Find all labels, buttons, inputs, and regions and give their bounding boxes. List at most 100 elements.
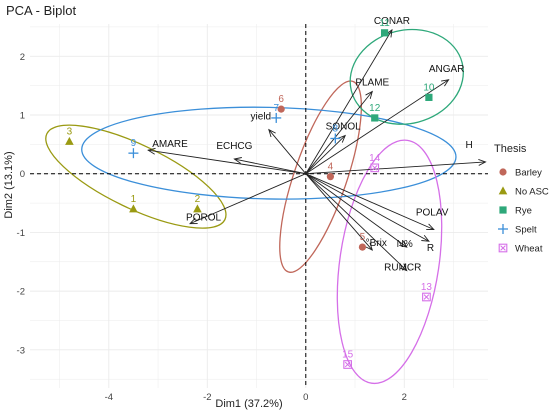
variable-label: H: [466, 140, 473, 151]
arrow-porol: POROL: [186, 173, 306, 225]
x-tick-label: -4: [105, 392, 113, 403]
point-label: 15: [342, 350, 354, 361]
legend-label: Wheat: [515, 244, 543, 255]
confidence-ellipses: [45, 28, 464, 385]
y-tick-label: 0: [20, 169, 25, 180]
arrow-h: H: [305, 140, 487, 175]
variable-label: yield: [251, 112, 272, 123]
variable-label: RUMCR: [384, 263, 421, 274]
x-tick-label: -2: [203, 392, 211, 403]
legend-key-boxed-x: [498, 243, 508, 253]
grid: [30, 24, 488, 388]
legend-item-spelt: Spelt: [498, 224, 537, 236]
point-7: [271, 112, 282, 123]
legend-label: Barley: [515, 168, 542, 179]
variable-label: POROL: [186, 213, 221, 224]
panel-background: [30, 24, 488, 388]
point-label: 13: [421, 282, 433, 293]
variable-label: CONAR: [374, 16, 410, 27]
legend-title: Thesis: [494, 143, 527, 155]
variable-arrows: CONAR ANGAR PLAME SONOL yield AMARE ECHCG H PORO…: [147, 16, 487, 274]
point-13: [422, 292, 431, 302]
legend-item-no-asc: No ASC: [498, 186, 549, 198]
variable-label: AMARE: [152, 139, 188, 150]
legend-label: Spelt: [515, 225, 537, 236]
ellipse-rye: [349, 28, 464, 125]
point-label: 4: [328, 162, 334, 173]
point-label: 14: [369, 153, 381, 164]
y-axis-title: Dim2 (13.1%): [3, 151, 15, 218]
point-1: [129, 204, 138, 213]
reference-lines: [30, 24, 488, 388]
ellipse-wheat: [336, 139, 443, 385]
arrow-angar: ANGAR: [305, 64, 465, 175]
arrow-yield: yield: [251, 112, 307, 174]
legend-item-wheat: Wheat: [498, 243, 543, 255]
arrow-rumcr: RUMCR: [305, 173, 421, 274]
arrow-r: R: [305, 173, 434, 254]
variable-label: N%: [397, 239, 413, 250]
point-label: 10: [423, 82, 435, 93]
point-label: 6: [278, 94, 284, 105]
x-axis-title: Dim1 (37.2%): [215, 398, 282, 410]
point-10: [425, 93, 433, 101]
point-12: [371, 114, 379, 122]
point-label: 11: [379, 18, 390, 29]
arrow-n: N%: [305, 173, 413, 250]
point-15: [343, 360, 352, 369]
variable-label: PLAME: [355, 78, 389, 89]
variable-label: SONOL: [326, 122, 361, 133]
point-14: [370, 163, 380, 173]
point-8: [330, 133, 341, 144]
point-label: 2: [195, 194, 201, 205]
ellipse-no-asc: [45, 124, 227, 229]
y-tick-label: 1: [20, 111, 25, 122]
point-6: [277, 105, 285, 113]
point-3: [65, 136, 74, 145]
legend-item-barley: Barley: [499, 168, 542, 179]
variable-label: R: [427, 243, 434, 254]
y-tick-label: 2: [20, 52, 25, 63]
legend-label: No ASC: [515, 187, 549, 198]
y-tick-label: -3: [17, 345, 25, 356]
ellipse-spelt: [81, 106, 457, 200]
point-label: 5: [360, 232, 366, 243]
legend: Thesis Barley No ASC Rye Spelt Wheat: [494, 143, 549, 255]
legend-key-square: [499, 206, 507, 214]
point-4: [326, 173, 335, 181]
point-5: [358, 243, 367, 251]
arrow-echcg: ECHCG: [216, 141, 306, 175]
point-2: [193, 204, 202, 213]
point-label: 12: [369, 103, 381, 114]
legend-item-rye: Rye: [499, 206, 532, 217]
legend-label: Rye: [515, 206, 532, 217]
point-label: 7: [273, 103, 279, 114]
legend-key-triangle: [498, 186, 508, 195]
variable-label: POLAV: [416, 207, 449, 218]
arrow-polav: POLAV: [305, 173, 449, 230]
point-label: 3: [67, 126, 73, 137]
ellipse-barley: [279, 80, 363, 273]
arrow-sonol: SONOL: [305, 122, 361, 175]
y-tick-label: -1: [17, 228, 25, 239]
legend-key-circle: [499, 168, 507, 176]
chart-title: PCA - Biplot: [6, 3, 76, 18]
x-tick-label: 0: [303, 392, 308, 403]
variable-label: ANGAR: [429, 64, 465, 75]
arrow-amare: AMARE: [147, 139, 306, 175]
x-tick-label: 2: [402, 392, 407, 403]
variable-label: °Brix: [366, 238, 387, 249]
point-label: 9: [131, 138, 137, 149]
point-label: 1: [131, 194, 137, 205]
arrow-plame: PLAME: [305, 78, 390, 174]
arrow-brix: °Brix: [305, 173, 387, 251]
point-label: 8: [333, 123, 339, 134]
legend-key-plus: [498, 224, 508, 234]
point-9: [128, 148, 139, 159]
variable-label: ECHCG: [216, 141, 252, 152]
y-tick-label: -2: [17, 287, 25, 298]
point-11: [380, 29, 389, 37]
